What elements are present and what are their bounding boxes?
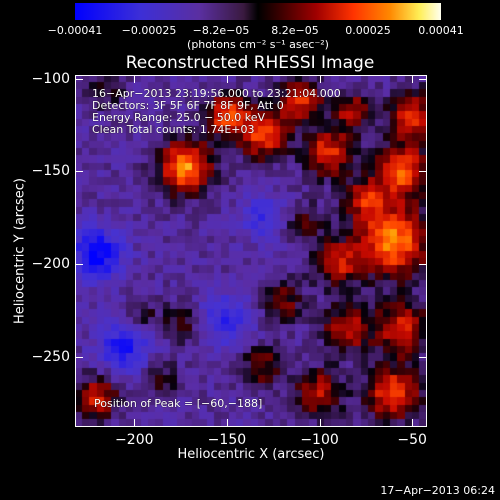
x-tick-mark xyxy=(412,419,414,427)
y-tick-mark xyxy=(75,171,83,173)
colorbar-units: (photons cm⁻² s⁻¹ asec⁻²) xyxy=(187,38,329,51)
colorbar-tick-label: 0.00025 xyxy=(345,24,391,37)
y-axis-label: Heliocentric Y (arcsec) xyxy=(12,178,28,324)
colorbar-tick-label: −8.2e−05 xyxy=(192,24,250,37)
x-tick-mark xyxy=(226,75,228,83)
x-axis-label: Heliocentric X (arcsec) xyxy=(177,447,325,462)
x-tick-label: −100 xyxy=(300,432,339,448)
colorbar-tick-label: 8.2e−05 xyxy=(271,24,319,37)
plot-area: 16−Apr−2013 23:19:56.000 to 23:21:04.000… xyxy=(75,75,427,427)
x-tick-label: −200 xyxy=(115,432,154,448)
colorbar-tick-label: 0.00041 xyxy=(418,24,464,37)
colorbar xyxy=(75,3,441,20)
x-tick-mark xyxy=(134,419,136,427)
y-tick-mark xyxy=(419,356,427,358)
chart-title: Reconstructed RHESSI Image xyxy=(125,53,375,73)
x-tick-mark xyxy=(134,75,136,83)
total-counts-annotation: Clean Total counts: 1.74E+03 xyxy=(92,123,255,136)
x-tick-mark xyxy=(319,75,321,83)
time-range-annotation: 16−Apr−2013 23:19:56.000 to 23:21:04.000 xyxy=(92,87,341,100)
x-tick-mark xyxy=(226,419,228,427)
y-tick-label: −200 xyxy=(31,255,70,272)
y-tick-mark xyxy=(419,171,427,173)
heatmap-image xyxy=(75,75,427,427)
colorbar-tick-label: −0.00025 xyxy=(121,24,177,37)
x-tick-label: −150 xyxy=(207,432,247,448)
y-tick-mark xyxy=(75,356,83,358)
plot-frame xyxy=(75,75,427,427)
y-tick-mark xyxy=(75,78,83,80)
timestamp: 17−Apr−2013 06:24 xyxy=(380,484,495,497)
energy-range-annotation: Energy Range: 25.0 − 50.0 keV xyxy=(92,111,266,124)
peak-position-annotation: Position of Peak = [−60,−188] xyxy=(94,397,263,410)
y-tick-label: −100 xyxy=(31,70,70,87)
detectors-annotation: Detectors: 3F 5F 6F 7F 8F 9F, Att 0 xyxy=(92,99,284,112)
x-tick-label: −50 xyxy=(397,432,427,448)
colorbar-tick-label: −0.00041 xyxy=(47,24,103,37)
x-tick-mark xyxy=(412,75,414,83)
y-tick-label: −150 xyxy=(31,163,70,180)
y-tick-mark xyxy=(419,78,427,80)
y-tick-mark xyxy=(75,263,83,265)
y-tick-label: −250 xyxy=(31,348,70,365)
x-tick-mark xyxy=(319,419,321,427)
y-tick-mark xyxy=(419,263,427,265)
